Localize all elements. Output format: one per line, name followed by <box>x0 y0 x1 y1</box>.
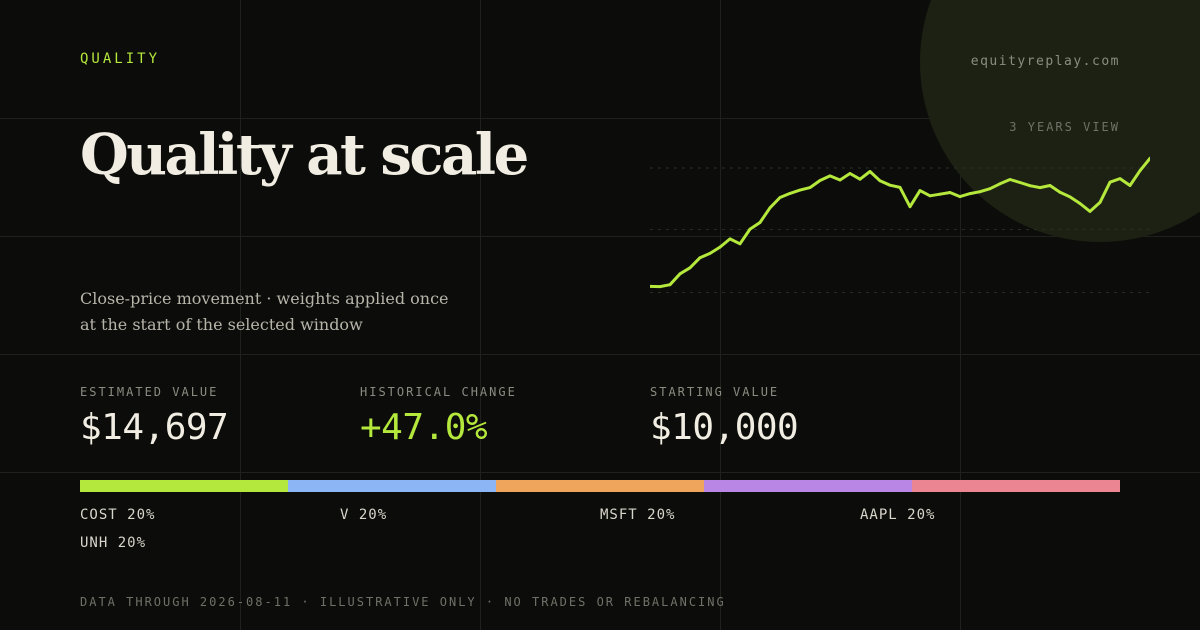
allocation-legend-item: AAPL 20% <box>860 507 936 523</box>
grid-line <box>480 0 481 630</box>
data-point <box>838 178 842 182</box>
performance-line-chart <box>650 156 1150 293</box>
grid-line <box>240 0 241 630</box>
data-point <box>1108 180 1112 184</box>
data-point <box>918 189 922 192</box>
metric-value: $10,000 <box>650 407 799 448</box>
data-point <box>1008 178 1012 181</box>
data-point <box>1068 195 1072 199</box>
allocation-legend-item: V 20% <box>340 507 388 523</box>
data-point <box>1018 181 1022 184</box>
data-point <box>848 172 852 175</box>
data-point <box>708 252 712 255</box>
data-point <box>968 192 972 195</box>
data-point <box>1118 177 1122 180</box>
data-point <box>1038 186 1042 189</box>
subtitle-line: Close-price movement · weights applied o… <box>80 289 449 308</box>
page-title: Quality at scale <box>80 122 529 188</box>
starting-value-metric: STARTING VALUE $10,000 <box>650 385 799 448</box>
metric-label: STARTING VALUE <box>650 385 780 399</box>
data-point <box>758 221 762 224</box>
data-point <box>738 242 742 246</box>
data-point <box>698 256 702 260</box>
data-point <box>978 190 982 194</box>
data-point <box>1138 169 1142 173</box>
grid-line <box>0 354 1200 355</box>
site-link[interactable]: equityreplay.com <box>970 54 1120 69</box>
data-point <box>1078 202 1082 205</box>
data-point <box>808 186 812 189</box>
data-point <box>948 191 952 194</box>
category-label: QUALITY <box>80 51 161 67</box>
data-point <box>668 283 672 287</box>
data-point <box>878 179 882 183</box>
data-point <box>718 245 722 249</box>
grid-line <box>0 236 1200 237</box>
grid-line <box>0 118 1200 119</box>
data-point <box>650 285 652 288</box>
data-point <box>908 205 912 209</box>
data-point <box>818 179 822 182</box>
estimated-value-metric: ESTIMATED VALUE $14,697 <box>80 385 229 448</box>
metric-value: +47.0% <box>360 407 488 448</box>
allocation-legend-item: UNH 20% <box>80 535 147 551</box>
allocation-segment-aapl <box>704 480 912 492</box>
data-point <box>1058 190 1062 194</box>
allocation-segment-cost <box>80 480 288 492</box>
data-point <box>998 182 1002 186</box>
data-point <box>1148 156 1150 160</box>
data-point <box>798 188 802 192</box>
page-subtitle: Close-price movement · weights applied o… <box>80 286 460 338</box>
data-point <box>868 170 872 173</box>
data-point <box>678 272 682 276</box>
metric-label: HISTORICAL CHANGE <box>360 385 517 399</box>
data-point <box>1028 184 1032 188</box>
data-point <box>1088 210 1092 213</box>
data-point <box>778 196 782 199</box>
grid-line <box>0 472 1200 473</box>
allocation-legend-item: COST 20% <box>80 507 156 523</box>
data-point <box>1128 184 1132 187</box>
data-point <box>958 195 962 198</box>
data-point <box>858 177 862 181</box>
allocation-legend-item: MSFT 20% <box>600 507 676 523</box>
metric-label: ESTIMATED VALUE <box>80 385 219 399</box>
allocation-bar <box>80 480 1120 492</box>
data-point <box>688 266 692 270</box>
footer-disclaimer: DATA THROUGH 2026-08-11 · ILLUSTRATIVE O… <box>80 595 726 609</box>
allocation-segment-v <box>288 480 496 492</box>
data-point <box>658 285 662 288</box>
data-point <box>828 174 832 178</box>
grid-line <box>720 0 721 630</box>
data-point <box>1048 184 1052 187</box>
data-point <box>898 186 902 189</box>
metric-value: $14,697 <box>80 407 229 448</box>
time-range-label: 3 YEARS VIEW <box>1009 120 1120 134</box>
grid-line <box>960 0 961 630</box>
series-line <box>650 156 1150 289</box>
data-point <box>1098 201 1102 204</box>
data-point <box>768 206 772 210</box>
data-point <box>928 194 932 198</box>
data-point <box>788 192 792 195</box>
allocation-segment-unh <box>912 480 1120 492</box>
data-point <box>938 192 942 196</box>
data-point <box>748 227 752 231</box>
data-point <box>988 187 992 191</box>
historical-change-metric: HISTORICAL CHANGE +47.0% <box>360 385 517 448</box>
subtitle-line: at the start of the selected window <box>80 315 363 334</box>
data-point <box>728 237 732 241</box>
data-point <box>888 183 892 187</box>
allocation-segment-msft <box>496 480 704 492</box>
